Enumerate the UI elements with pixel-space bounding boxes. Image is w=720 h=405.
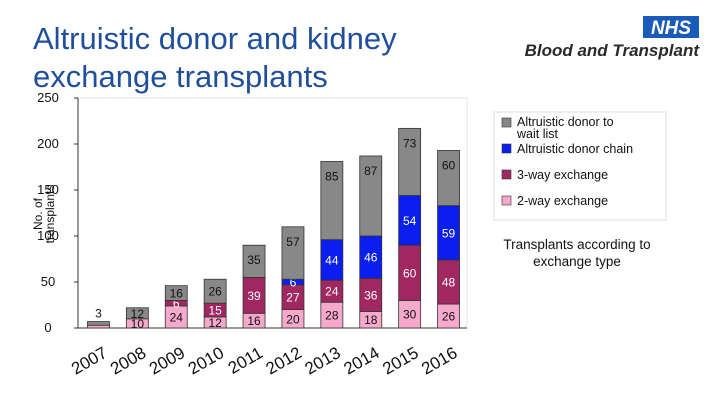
legend-label: 3-way exchange xyxy=(517,168,608,182)
x-tick-label: 2015 xyxy=(379,343,421,378)
data-label: 46 xyxy=(364,251,378,265)
page-title: Altruistic donor and kidney exchange tra… xyxy=(33,21,397,94)
data-label: 85 xyxy=(325,169,339,183)
data-label: 60 xyxy=(403,266,417,280)
data-label: 73 xyxy=(403,136,417,150)
bar-segment xyxy=(203,278,227,304)
bar-segment xyxy=(87,324,110,329)
data-label: 57 xyxy=(286,235,300,249)
y-tick-label: 150 xyxy=(37,182,59,197)
legend-label-cont: wait list xyxy=(516,127,559,141)
svg-text:NHS: NHS xyxy=(651,18,691,39)
data-label: 44 xyxy=(325,253,339,267)
bar-segment xyxy=(125,307,149,320)
data-label: 15 xyxy=(208,304,222,318)
bar-segment xyxy=(87,321,110,326)
legend-label: 2-way exchange xyxy=(517,194,608,208)
x-tick-label: 2009 xyxy=(146,343,188,378)
x-tick-label: 2007 xyxy=(68,343,110,378)
legend-label: Altruistic donor to xyxy=(517,115,614,129)
data-label: 24 xyxy=(325,285,339,299)
x-tick-label: 2016 xyxy=(418,343,460,378)
data-label: 6 xyxy=(290,276,297,290)
legend-label: Altruistic donor chain xyxy=(517,142,633,156)
y-tick-label: 200 xyxy=(37,136,59,151)
y-tick-label: 250 xyxy=(37,90,59,105)
bar-segment xyxy=(359,155,383,237)
data-label: 35 xyxy=(247,253,261,267)
x-tick-label: 2014 xyxy=(340,343,382,378)
data-label: 26 xyxy=(208,285,222,299)
legend-box xyxy=(493,111,667,221)
chart-note: Transplants according to exchange type xyxy=(503,237,651,269)
data-label: 18 xyxy=(364,313,378,327)
legend-swatch xyxy=(501,143,512,154)
bar-segment xyxy=(281,226,305,280)
data-label: 87 xyxy=(364,164,378,178)
data-label: 12 xyxy=(131,307,145,321)
data-label: 26 xyxy=(442,310,456,324)
bar-segment xyxy=(437,150,460,207)
data-label: 28 xyxy=(325,309,339,323)
data-label: 54 xyxy=(403,214,417,228)
y-tick-label: 50 xyxy=(41,274,55,289)
data-label: 30 xyxy=(403,308,417,322)
data-label: 10 xyxy=(131,317,145,331)
y-tick-label: 100 xyxy=(37,228,59,243)
data-label: 27 xyxy=(286,291,300,305)
bar-segment xyxy=(242,244,266,278)
svg-text:Blood and Transplant: Blood and Transplant xyxy=(525,41,701,60)
data-label: 48 xyxy=(442,276,456,290)
legend-swatch xyxy=(501,117,512,128)
data-label: 20 xyxy=(286,312,300,326)
x-tick-label: 2011 xyxy=(225,343,266,378)
nhs-blood-and-transplant-logo: NHS Blood and Transplant xyxy=(525,16,701,60)
x-tick-label: 2013 xyxy=(302,343,344,378)
legend-swatch xyxy=(501,169,512,180)
x-tick-label: 2008 xyxy=(107,343,149,378)
y-axis-title: No. oftransplants xyxy=(31,185,57,244)
x-tick-label: 2010 xyxy=(185,343,227,378)
y-tick-label: 0 xyxy=(44,320,51,335)
data-label: 60 xyxy=(442,158,456,172)
data-label: 6 xyxy=(173,297,180,311)
legend-swatch xyxy=(501,195,512,206)
bar-segment xyxy=(320,161,344,241)
data-label: 12 xyxy=(208,316,222,330)
data-label: 59 xyxy=(442,226,456,240)
data-label: 16 xyxy=(247,314,261,328)
data-label: 24 xyxy=(170,310,184,324)
data-label: 39 xyxy=(247,289,261,303)
bar-segment xyxy=(164,285,188,301)
data-label: 3 xyxy=(95,307,102,321)
bar-segment xyxy=(398,127,422,196)
x-tick-label: 2012 xyxy=(263,343,305,378)
data-label: 16 xyxy=(170,287,184,301)
data-label: 36 xyxy=(364,288,378,302)
